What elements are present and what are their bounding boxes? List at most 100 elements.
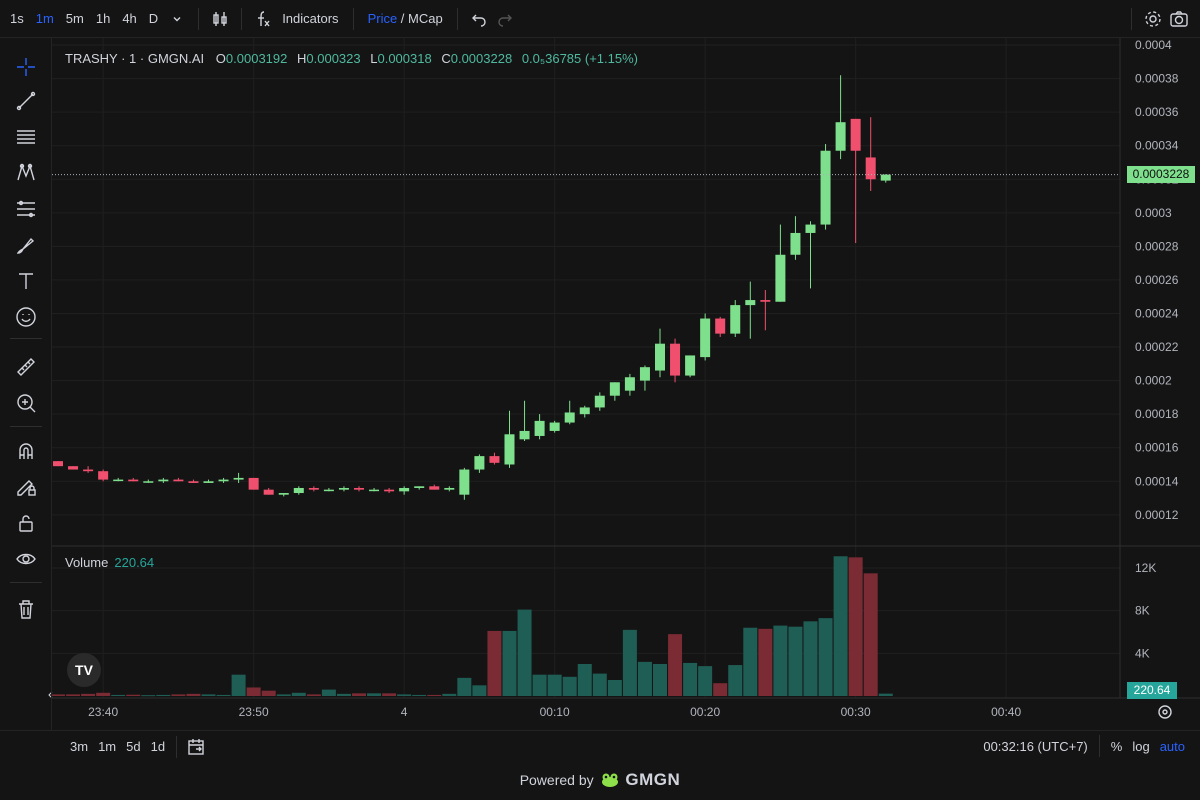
candle-body <box>68 466 79 470</box>
volume-bar <box>803 621 818 696</box>
ruler-icon[interactable] <box>13 354 39 380</box>
volume-bar <box>818 618 833 696</box>
price-mcap-toggle[interactable]: Price / MCap <box>362 11 449 26</box>
date-range-calendar-icon[interactable] <box>183 734 209 760</box>
interval-5m[interactable]: 5m <box>65 11 84 26</box>
candle-body <box>534 420 545 436</box>
log-scale-toggle[interactable]: log <box>1132 738 1150 754</box>
volume-bar <box>261 690 276 696</box>
volume-bar <box>848 557 863 696</box>
zoom-in-icon[interactable] <box>13 390 39 416</box>
volume-bar <box>306 694 321 696</box>
mcap-toggle[interactable]: MCap <box>408 11 443 26</box>
price-tick-label: 0.0003 <box>1135 206 1172 220</box>
volume-bar <box>863 573 878 696</box>
candle-body <box>820 150 831 225</box>
volume-bar <box>547 674 562 696</box>
candle-body <box>880 174 891 181</box>
undo-icon[interactable] <box>466 6 492 32</box>
unlock-icon[interactable] <box>13 510 39 536</box>
trash-icon[interactable] <box>13 596 39 622</box>
candle-body <box>805 224 816 233</box>
high-value: 0.000323 <box>306 51 361 66</box>
volume-bar <box>276 694 291 696</box>
candle-body <box>655 343 665 371</box>
indicators-icon[interactable] <box>250 6 276 32</box>
candle-body <box>354 487 364 490</box>
volume-bar <box>773 625 788 696</box>
auto-scale-toggle[interactable]: auto <box>1159 738 1185 754</box>
volume-bar <box>141 695 156 697</box>
interval-1m[interactable]: 1m <box>35 11 54 26</box>
chart-canvas[interactable]: 0.00012 0.00014 0.00016 0.00018 0.0002 0.0002… <box>0 0 1200 730</box>
drawing-toolbar <box>0 38 52 730</box>
magnet-icon[interactable] <box>13 438 39 464</box>
horizontal-lines-icon[interactable] <box>13 124 39 150</box>
time-tick-label: 4 <box>401 705 408 719</box>
volume-bar <box>637 661 652 696</box>
lock-drawing-icon[interactable] <box>13 474 39 500</box>
gmgn-brand: GMGN <box>625 770 681 789</box>
visibility-eye-icon[interactable] <box>13 546 39 572</box>
volume-bar <box>427 694 442 696</box>
interval-1h[interactable]: 1h <box>95 11 111 26</box>
candle-body <box>564 412 575 423</box>
candle-body <box>308 487 319 490</box>
range-1d[interactable]: 1d <box>150 739 166 754</box>
interval-4h[interactable]: 4h <box>122 11 137 26</box>
range-1m[interactable]: 1m <box>98 739 117 754</box>
price-tick-label: 0.00016 <box>1135 441 1179 455</box>
volume-bar <box>592 673 607 696</box>
volume-bar <box>698 666 713 696</box>
candle-body <box>835 122 846 151</box>
price-tick-label: 0.00012 <box>1135 508 1179 522</box>
interval-1d[interactable]: D <box>148 11 159 26</box>
symbol-title[interactable]: TRASHY · 1 · GMGN.AI <box>65 51 205 66</box>
crosshair-icon[interactable] <box>13 54 39 80</box>
candle-body <box>263 489 274 495</box>
indicators-button[interactable]: Indicators <box>282 11 339 26</box>
powered-by: Powered by GMGN <box>0 770 1200 790</box>
price-toggle[interactable]: Price <box>367 11 398 26</box>
toolbar-separator <box>176 735 178 758</box>
percent-scale-toggle[interactable]: % <box>1110 738 1123 754</box>
open-key: O <box>215 51 226 66</box>
range-3m[interactable]: 3m <box>70 739 89 754</box>
chart-grid <box>52 38 1120 698</box>
camera-icon[interactable] <box>1166 6 1192 32</box>
volume-bar <box>728 665 743 696</box>
fib-levels-icon[interactable] <box>13 196 39 222</box>
candle-body <box>158 479 169 482</box>
volume-bar <box>66 694 81 696</box>
candle-body <box>218 479 229 482</box>
candle-body <box>685 355 696 376</box>
candle-body <box>504 434 515 465</box>
settings-gear-icon[interactable] <box>1140 6 1166 32</box>
clock-timezone[interactable]: 00:32:16 (UTC+7) <box>983 738 1088 754</box>
candle-body <box>730 305 741 334</box>
text-tool-icon[interactable] <box>13 268 39 294</box>
candles <box>53 75 891 500</box>
redo-icon[interactable] <box>492 6 518 32</box>
pattern-tool-icon[interactable] <box>13 160 39 186</box>
volume-bar <box>231 674 246 696</box>
volume-bar <box>833 556 848 696</box>
candle-body <box>414 486 425 488</box>
time-tick-label: 00:10 <box>540 705 570 719</box>
price-legend: TRASHY · 1 · GMGN.AI O0.0003192 H0.00032… <box>65 51 644 66</box>
tradingview-logo[interactable]: TV <box>67 653 101 687</box>
axis-settings-icon[interactable] <box>1158 705 1172 719</box>
candle-body <box>53 461 63 467</box>
toolbar-divider <box>10 338 42 339</box>
trend-line-icon[interactable] <box>13 88 39 114</box>
candle-body <box>594 395 605 408</box>
brush-icon[interactable] <box>13 232 39 258</box>
interval-1s[interactable]: 1s <box>10 11 24 26</box>
price-tick-label: 0.00024 <box>1135 306 1179 320</box>
range-5d[interactable]: 5d <box>126 739 141 754</box>
interval-dropdown-icon[interactable] <box>164 6 190 32</box>
emoji-icon[interactable] <box>13 304 39 330</box>
candle-type-icon[interactable] <box>207 6 233 32</box>
volume-label: Volume <box>65 555 109 570</box>
toolbar-divider <box>10 582 42 583</box>
